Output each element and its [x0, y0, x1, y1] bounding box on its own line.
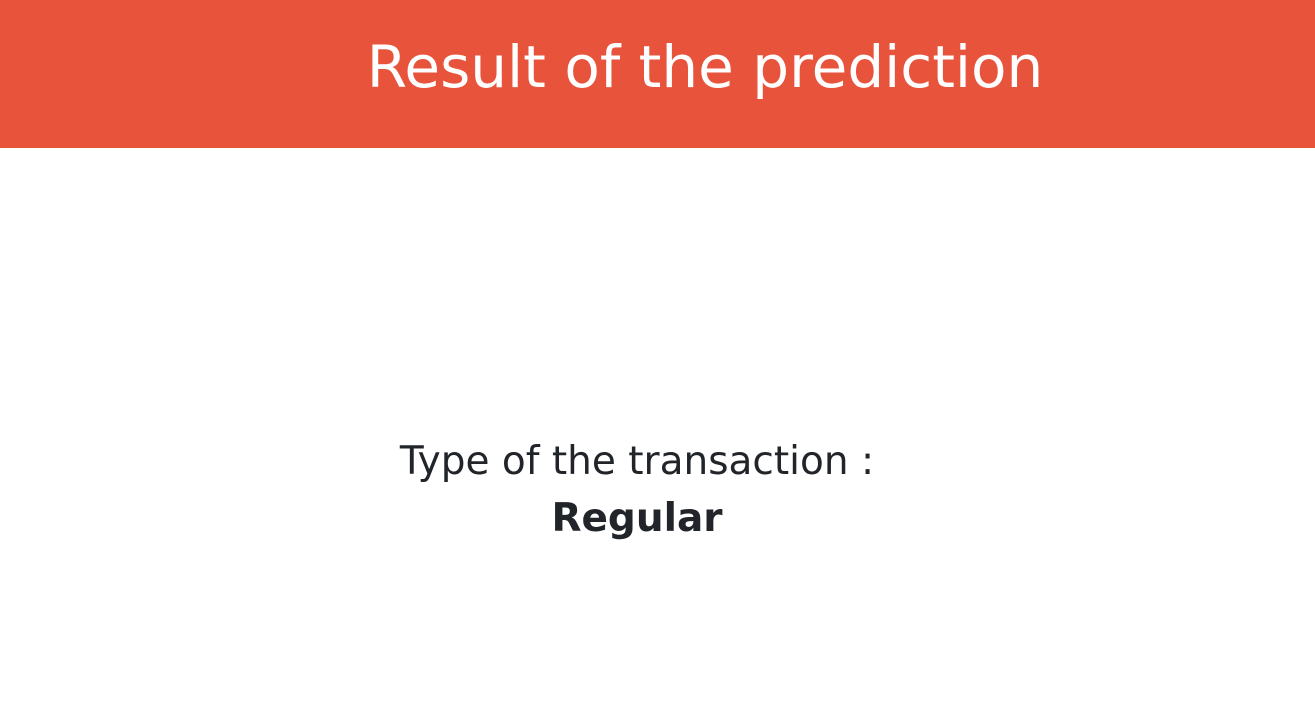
page-title: Result of the prediction [366, 33, 1044, 101]
result-value: Regular [551, 496, 723, 541]
result-label: Type of the transaction : [399, 439, 875, 484]
page-header: Result of the prediction [0, 0, 1315, 148]
prediction-result: Type of the transaction : Regular [0, 433, 1274, 547]
